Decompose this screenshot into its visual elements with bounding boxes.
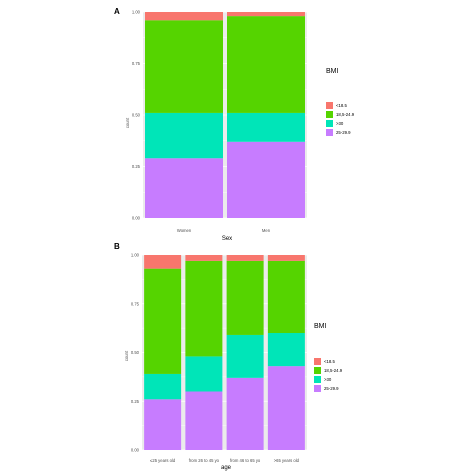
legend-swatch: [326, 129, 333, 136]
y-axis-title: count: [125, 117, 130, 128]
bar-segment-18-5-24-9: [145, 20, 223, 113]
x-tick-label: >65 years old: [274, 458, 300, 463]
legend-label: <18.5: [336, 103, 347, 108]
legend-swatch: [314, 376, 321, 383]
y-tick-label: 0.50: [131, 350, 140, 355]
legend-label: >30: [336, 121, 344, 126]
x-tick-label: Men: [262, 228, 271, 233]
bar-segment-25-29-9: [185, 391, 223, 450]
y-tick-label: 0.00: [131, 448, 140, 453]
legend-swatch: [314, 358, 321, 365]
x-axis-title: Sex: [222, 236, 232, 242]
bar-segment-25-29-9: [145, 158, 223, 218]
bar-segment--18-5: [226, 255, 264, 261]
bar-segment--30: [227, 112, 305, 142]
y-tick-label: 1.00: [131, 253, 140, 258]
bar-segment--30: [144, 373, 182, 400]
legend-label: <18.5: [324, 359, 335, 364]
bar-segment--18-5: [227, 12, 305, 17]
y-tick-label: 0.75: [131, 301, 140, 306]
bar-segment--18-5: [145, 12, 223, 21]
bar-segment--18-5: [144, 255, 182, 269]
y-tick-label: 0.50: [132, 113, 141, 118]
legend-label: 25-29.9: [324, 386, 339, 391]
x-tick-label: from 26 to 45 yo: [189, 458, 220, 463]
y-tick-label: 0.25: [132, 164, 141, 169]
y-tick-label: 0.00: [132, 216, 141, 221]
bar-segment--30: [226, 334, 264, 378]
bar-segment--30: [145, 112, 223, 159]
y-axis-title: count: [124, 350, 129, 361]
bar-segment--18-5: [185, 255, 223, 261]
bar-segment-25-29-9: [267, 366, 305, 450]
x-tick-label: from 46 to 65 yo: [230, 458, 261, 463]
legend-swatch: [314, 367, 321, 374]
x-axis-title: age: [221, 465, 232, 471]
legend-label: 18,5-24.9: [336, 112, 355, 117]
legend-swatch: [314, 385, 321, 392]
bar-segment-18-5-24-9: [226, 260, 264, 335]
bar-segment-25-29-9: [227, 141, 305, 218]
x-tick-label: ≤25 years old: [150, 458, 176, 463]
bar-segment-18-5-24-9: [185, 260, 223, 357]
panel-letter: A: [114, 7, 120, 16]
bar-segment-18-5-24-9: [144, 268, 182, 374]
panel-letter: B: [114, 242, 120, 251]
bar-segment--18-5: [267, 255, 305, 261]
legend-swatch: [326, 111, 333, 118]
bar-segment-25-29-9: [226, 377, 264, 450]
legend-title: BMI: [326, 68, 339, 75]
legend-title: BMI: [314, 323, 327, 330]
bar-segment--30: [267, 333, 305, 367]
legend-swatch: [326, 120, 333, 127]
legend-label: 18,5-24.9: [324, 368, 343, 373]
bar-segment-18-5-24-9: [227, 16, 305, 113]
bar-segment-18-5-24-9: [267, 260, 305, 333]
y-tick-label: 1.00: [132, 10, 141, 15]
x-tick-label: Women: [177, 228, 192, 233]
legend-swatch: [326, 102, 333, 109]
legend-label: >30: [324, 377, 332, 382]
bar-segment-25-29-9: [144, 399, 182, 450]
y-tick-label: 0.25: [131, 399, 140, 404]
bar-segment--30: [185, 356, 223, 392]
y-tick-label: 0.75: [132, 61, 141, 66]
legend-label: 25-29.9: [336, 130, 351, 135]
